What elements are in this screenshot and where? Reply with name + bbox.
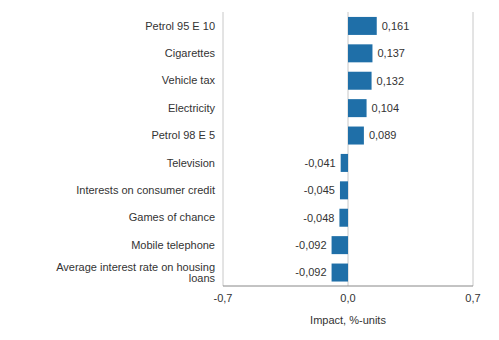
svg-text:-0,045: -0,045: [304, 184, 335, 196]
svg-text:Games of chance: Games of chance: [129, 211, 215, 223]
svg-text:Vehicle tax: Vehicle tax: [162, 74, 216, 86]
svg-text:0,137: 0,137: [377, 47, 405, 59]
svg-text:0,7: 0,7: [465, 292, 480, 304]
svg-text:Cigarettes: Cigarettes: [165, 47, 216, 59]
svg-text:-0,048: -0,048: [303, 212, 334, 224]
svg-text:-0,092: -0,092: [295, 266, 326, 278]
svg-text:Average interest rate on housi: Average interest rate on housingloans: [56, 261, 215, 284]
svg-text:Interests on consumer credit: Interests on consumer credit: [76, 184, 215, 196]
svg-text:0,132: 0,132: [377, 75, 405, 87]
svg-text:Petrol 95 E 10: Petrol 95 E 10: [145, 20, 215, 32]
svg-text:-0,7: -0,7: [214, 292, 233, 304]
svg-text:-0,092: -0,092: [295, 239, 326, 251]
svg-text:Mobile telephone: Mobile telephone: [131, 239, 215, 251]
svg-text:Impact, %-units: Impact, %-units: [310, 314, 386, 326]
svg-text:0,089: 0,089: [369, 129, 397, 141]
svg-text:Electricity: Electricity: [168, 102, 216, 114]
svg-text:Television: Television: [167, 157, 215, 169]
svg-text:0,161: 0,161: [382, 20, 410, 32]
svg-text:0,104: 0,104: [372, 102, 400, 114]
svg-text:Petrol 98 E 5: Petrol 98 E 5: [151, 129, 215, 141]
svg-text:-0,041: -0,041: [304, 157, 335, 169]
svg-text:0,0: 0,0: [340, 292, 355, 304]
